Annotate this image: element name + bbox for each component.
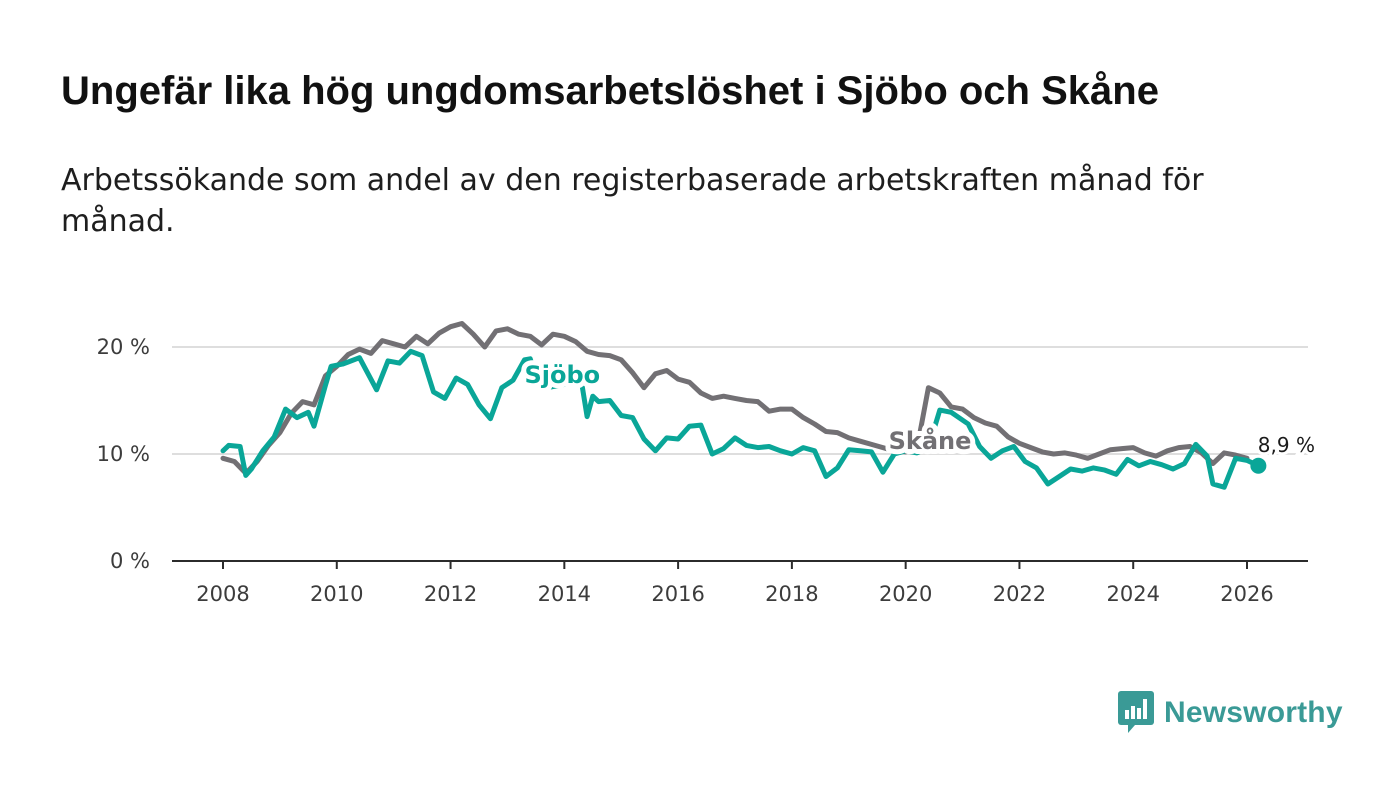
end-value-label: 8,9 % bbox=[1258, 433, 1315, 457]
x-tick-label: 2020 bbox=[879, 582, 932, 606]
y-tick-label: 10 % bbox=[97, 442, 150, 466]
newsworthy-logo: Newsworthy bbox=[1118, 690, 1343, 736]
x-tick-label: 2024 bbox=[1106, 582, 1159, 606]
x-axis: 2008 2010 2012 2014 2016 2018 2020 2022 2024 2026 bbox=[172, 560, 1308, 606]
x-tick-label: 2008 bbox=[196, 582, 249, 606]
series-labels: Skåne Sjöbo 8,9 % bbox=[520, 356, 1318, 474]
brand-name: Newsworthy bbox=[1164, 696, 1343, 729]
y-tick-label: 20 % bbox=[97, 335, 150, 359]
gridlines bbox=[172, 346, 1308, 455]
chart-subtitle: Arbetssökande som andel av den registerb… bbox=[61, 163, 1204, 239]
end-point-marker bbox=[1250, 457, 1267, 474]
series-line-skåne bbox=[220, 321, 1250, 476]
x-tick-label: 2012 bbox=[424, 582, 477, 606]
y-axis: 0 % 10 % 20 % bbox=[97, 335, 150, 573]
x-tick-label: 2018 bbox=[765, 582, 818, 606]
x-tick-label: 2026 bbox=[1220, 582, 1273, 606]
x-tick-label: 2010 bbox=[310, 582, 363, 606]
x-tick-label: 2016 bbox=[651, 582, 704, 606]
series-label-sjöbo: Sjöbo bbox=[525, 361, 601, 389]
y-tick-label: 0 % bbox=[110, 549, 150, 573]
x-tick-label: 2014 bbox=[538, 582, 591, 606]
bar-chart-speech-bubble-icon bbox=[1118, 691, 1154, 733]
series-label-skåne: Skåne bbox=[889, 426, 972, 455]
series-line-sjöbo bbox=[220, 348, 1261, 490]
chart-title: Ungefär lika hög ungdomsarbetslöshet i S… bbox=[61, 69, 1159, 113]
x-tick-label: 2022 bbox=[993, 582, 1046, 606]
series-lines bbox=[220, 321, 1261, 490]
